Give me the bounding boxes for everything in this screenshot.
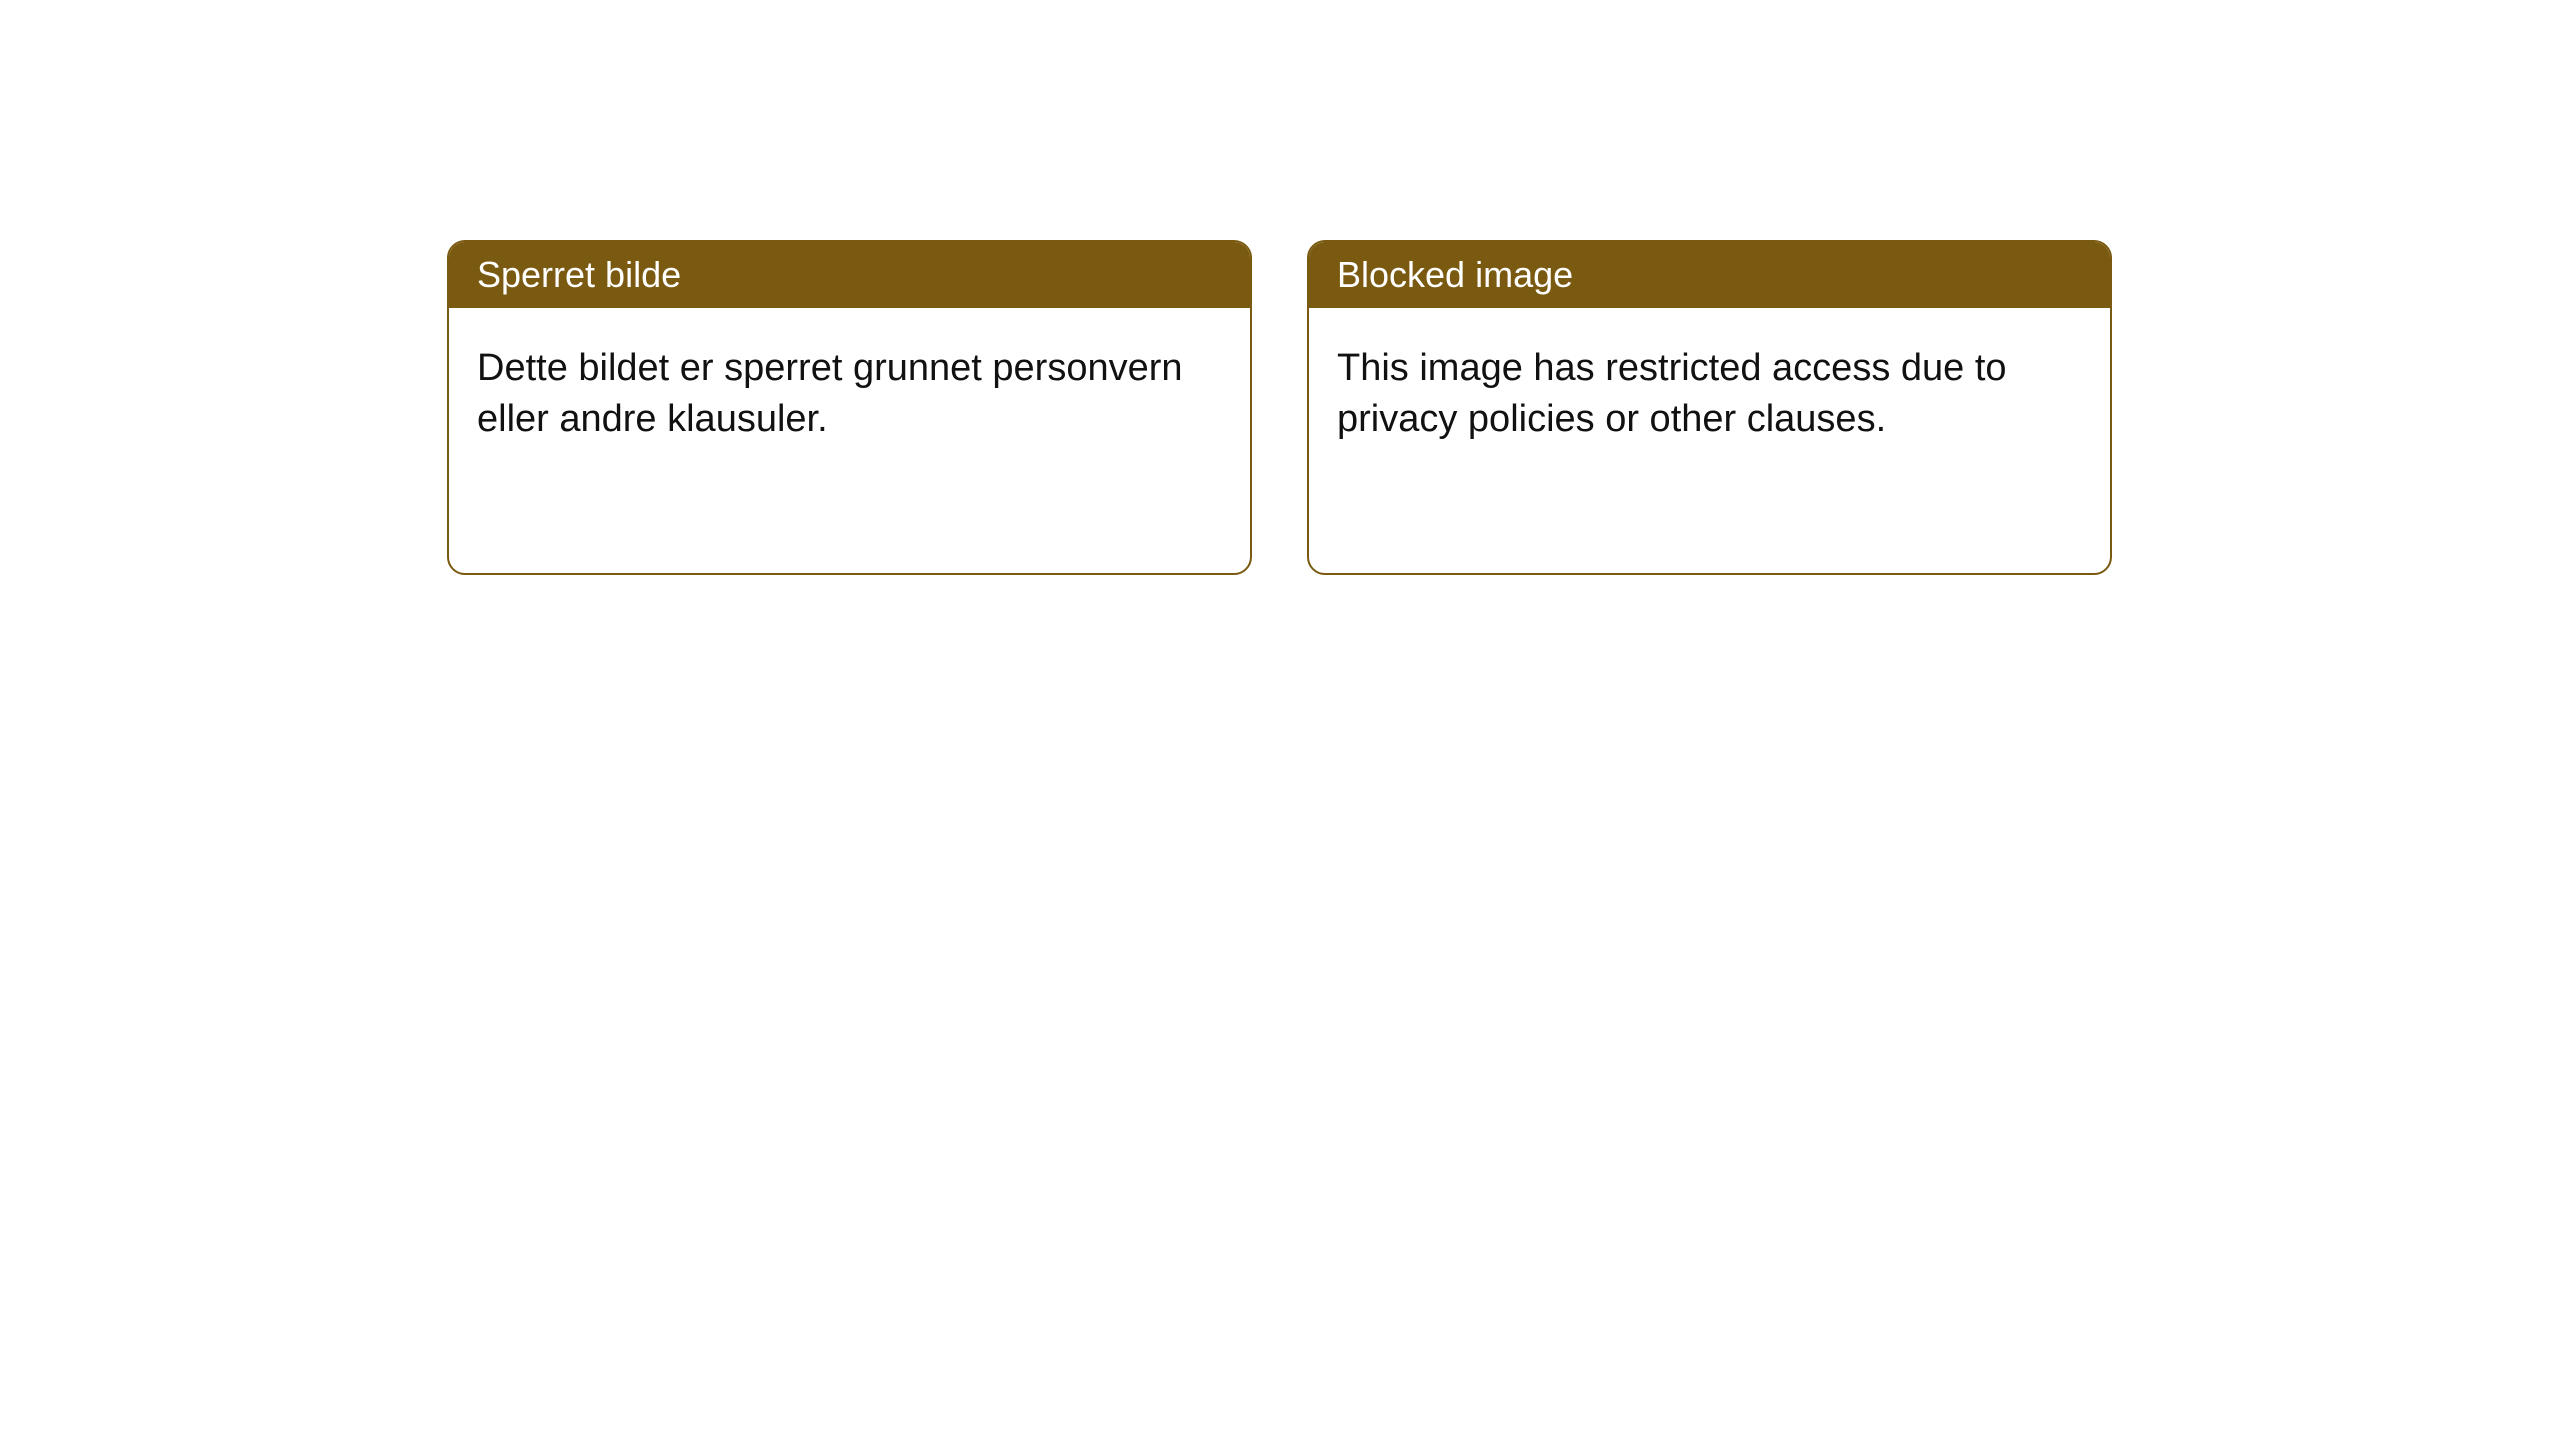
notice-message-norwegian: Dette bildet er sperret grunnet personve… xyxy=(449,308,1250,573)
notice-title-english: Blocked image xyxy=(1309,242,2110,308)
notice-title-norwegian: Sperret bilde xyxy=(449,242,1250,308)
notice-container: Sperret bilde Dette bildet er sperret gr… xyxy=(0,0,2560,575)
notice-message-english: This image has restricted access due to … xyxy=(1309,308,2110,573)
notice-card-norwegian: Sperret bilde Dette bildet er sperret gr… xyxy=(447,240,1252,575)
notice-card-english: Blocked image This image has restricted … xyxy=(1307,240,2112,575)
